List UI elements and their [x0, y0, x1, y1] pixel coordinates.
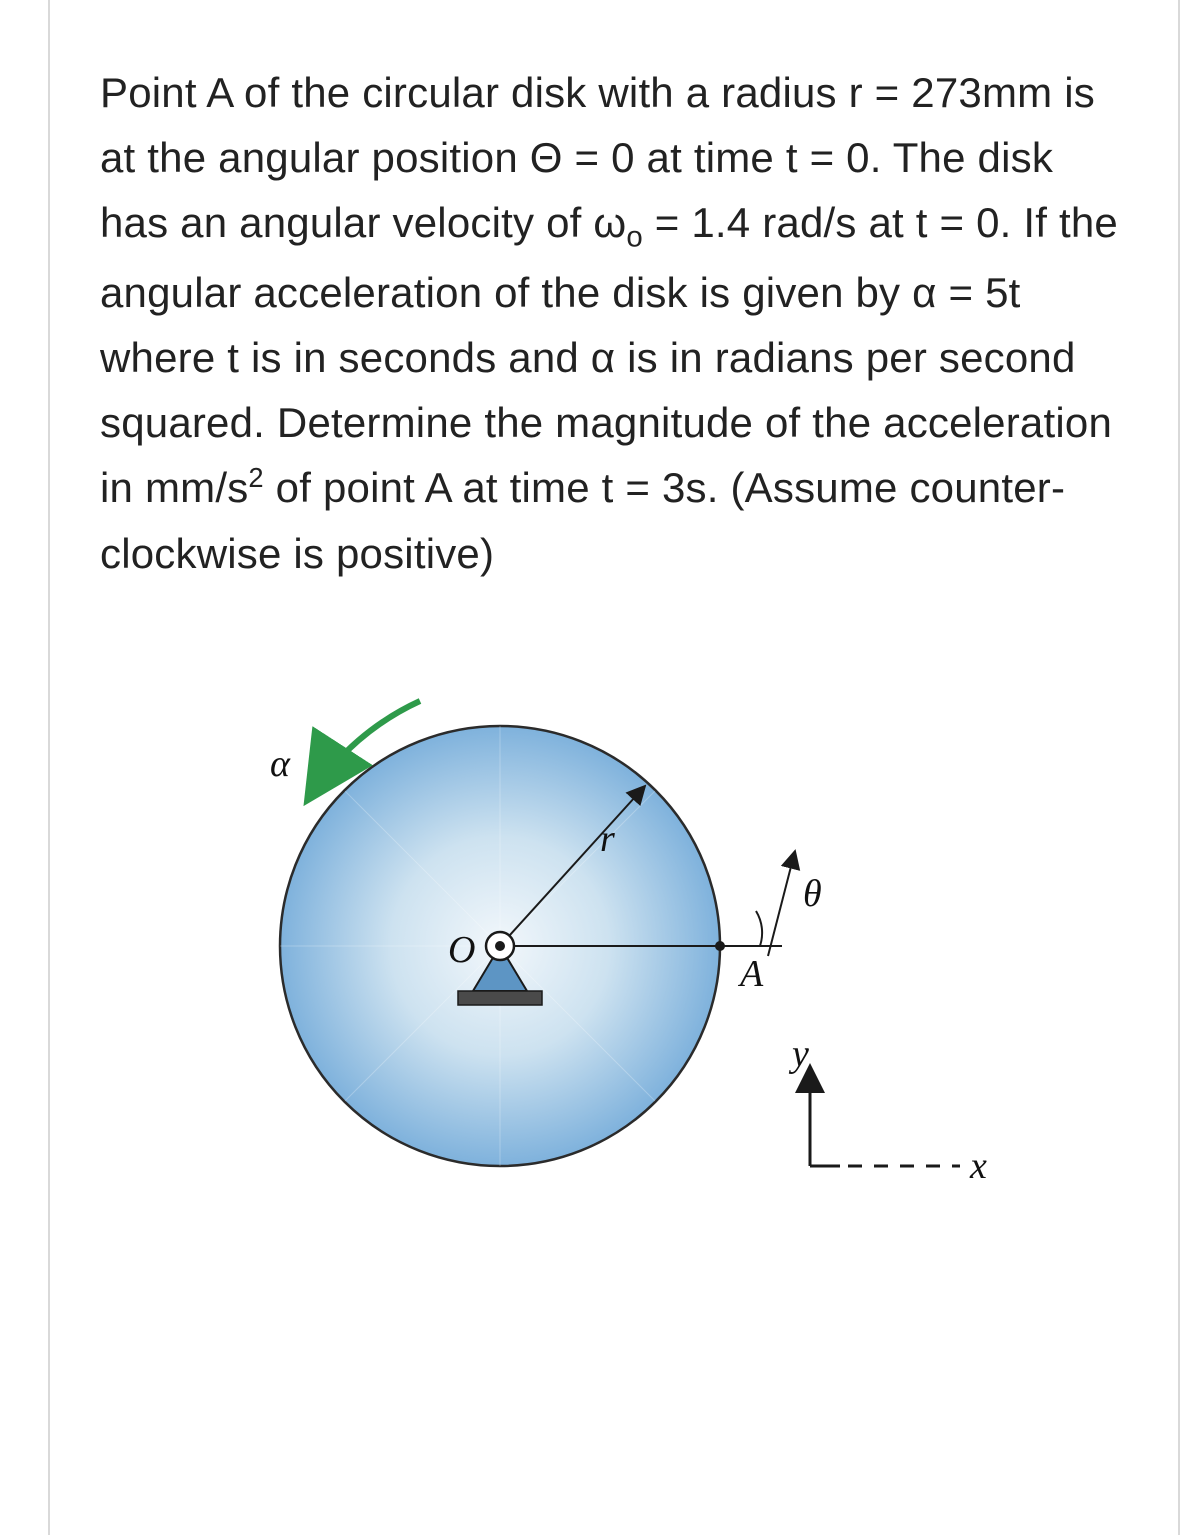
problem-statement: Point A of the circular disk with a radi…	[100, 60, 1120, 586]
xy-axes	[810, 1066, 960, 1166]
y-label: y	[788, 1033, 809, 1075]
figure-container: α r O A θ	[100, 646, 1120, 1206]
theta-indicator	[720, 851, 795, 956]
vertical-rule-right	[1178, 0, 1180, 1535]
disk-figure: α r O A θ	[200, 646, 1020, 1206]
x-label: x	[969, 1145, 987, 1187]
vertical-rule-left	[48, 0, 50, 1535]
alpha-label: α	[270, 743, 291, 785]
A-label: A	[737, 953, 764, 995]
theta-label: θ	[803, 873, 822, 915]
r-label: r	[600, 818, 615, 860]
O-label: O	[448, 929, 475, 971]
